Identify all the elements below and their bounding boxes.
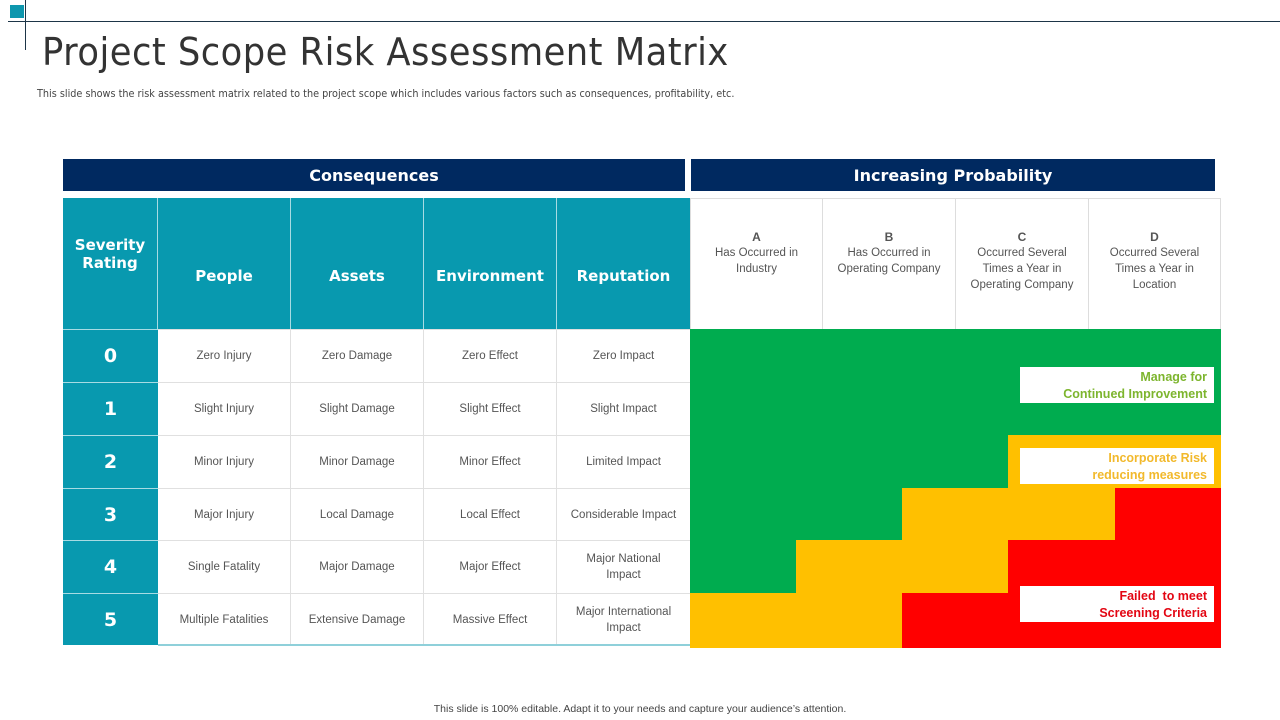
cell-people: Zero Injury bbox=[158, 329, 291, 382]
probability-letter: B bbox=[884, 230, 894, 244]
cell-people: Multiple Fatalities bbox=[158, 593, 291, 645]
cell-environment: Major Effect bbox=[424, 540, 557, 593]
header-vertical-line bbox=[25, 0, 26, 50]
cell-assets: Slight Damage bbox=[291, 382, 424, 435]
cell-environment: Zero Effect bbox=[424, 329, 557, 382]
risk-cell bbox=[690, 593, 796, 648]
probability-description: Has Occurred in Industry bbox=[714, 247, 799, 275]
cell-environment: Local Effect bbox=[424, 488, 557, 540]
probability-column-b: B Has Occurred in Operating Company bbox=[822, 198, 955, 329]
severity-rating-1: 1 bbox=[63, 382, 158, 435]
header-divider-line bbox=[8, 21, 1280, 22]
page-title: Project Scope Risk Assessment Matrix bbox=[42, 30, 729, 74]
cell-people: Single Fatality bbox=[158, 540, 291, 593]
cell-reputation: Slight Impact bbox=[557, 382, 690, 435]
risk-cell bbox=[796, 435, 902, 488]
risk-cell bbox=[690, 329, 796, 382]
severity-rating-0: 0 bbox=[63, 329, 158, 382]
risk-label-manage: Manage for Continued Improvement bbox=[1020, 367, 1214, 403]
risk-cell bbox=[902, 329, 1008, 382]
cell-assets: Major Damage bbox=[291, 540, 424, 593]
consequences-header: Consequences bbox=[63, 159, 685, 191]
cell-assets: Minor Damage bbox=[291, 435, 424, 488]
cell-reputation: Major National Impact bbox=[557, 540, 690, 593]
risk-cell bbox=[796, 593, 902, 648]
probability-column-c: C Occurred Several Times a Year in Opera… bbox=[955, 198, 1088, 329]
risk-cell bbox=[902, 540, 1008, 593]
probability-letter: C bbox=[1017, 230, 1027, 244]
cell-environment: Minor Effect bbox=[424, 435, 557, 488]
accent-square bbox=[10, 5, 24, 18]
risk-cell bbox=[902, 593, 1008, 648]
cell-environment: Slight Effect bbox=[424, 382, 557, 435]
cell-people: Slight Injury bbox=[158, 382, 291, 435]
risk-cell bbox=[1115, 540, 1221, 593]
risk-cell bbox=[796, 329, 902, 382]
risk-cell bbox=[796, 382, 902, 435]
risk-label-line: reducing measures bbox=[1092, 467, 1207, 482]
risk-cell bbox=[1008, 488, 1115, 540]
risk-label-line: Failed to meet bbox=[1119, 588, 1207, 603]
probability-letter: A bbox=[752, 230, 761, 244]
cell-reputation: Major International Impact bbox=[557, 593, 690, 645]
risk-cell bbox=[690, 488, 796, 540]
cell-reputation: Limited Impact bbox=[557, 435, 690, 488]
cell-reputation: Considerable Impact bbox=[557, 488, 690, 540]
probability-column-a: A Has Occurred in Industry bbox=[690, 198, 822, 329]
risk-cell bbox=[796, 540, 902, 593]
cell-environment: Massive Effect bbox=[424, 593, 557, 645]
risk-cell bbox=[796, 488, 902, 540]
severity-rating-3: 3 bbox=[63, 488, 158, 540]
column-header-assets: Assets bbox=[291, 198, 424, 329]
probability-description: Occurred Several Times a Year in Operati… bbox=[970, 247, 1074, 291]
probability-letter: D bbox=[1150, 230, 1159, 244]
cell-people: Major Injury bbox=[158, 488, 291, 540]
page-subtitle: This slide shows the risk assessment mat… bbox=[37, 87, 735, 100]
risk-cell bbox=[902, 435, 1008, 488]
probability-header: Increasing Probability bbox=[691, 159, 1215, 191]
probability-column-d: D Occurred Several Times a Year in Locat… bbox=[1088, 198, 1221, 329]
probability-description: Occurred Several Times a Year in Locatio… bbox=[1109, 247, 1200, 291]
cell-assets: Zero Damage bbox=[291, 329, 424, 382]
risk-cell bbox=[690, 435, 796, 488]
footer-note: This slide is 100% editable. Adapt it to… bbox=[433, 703, 847, 715]
probability-description: Has Occurred in Operating Company bbox=[837, 247, 941, 275]
risk-label-incorporate: Incorporate Risk reducing measures bbox=[1020, 448, 1214, 484]
column-header-reputation: Reputation bbox=[557, 198, 690, 329]
risk-cell bbox=[1115, 488, 1221, 540]
risk-label-line: Incorporate Risk bbox=[1108, 450, 1207, 465]
severity-rating-2: 2 bbox=[63, 435, 158, 488]
table-bottom-border bbox=[158, 644, 690, 646]
cell-reputation: Zero Impact bbox=[557, 329, 690, 382]
column-header-environment: Environment bbox=[424, 198, 557, 329]
risk-cell bbox=[690, 540, 796, 593]
cell-people: Minor Injury bbox=[158, 435, 291, 488]
severity-rating-4: 4 bbox=[63, 540, 158, 593]
risk-label-line: Manage for bbox=[1140, 369, 1207, 384]
risk-label-line: Screening Criteria bbox=[1099, 605, 1207, 620]
cell-assets: Local Damage bbox=[291, 488, 424, 540]
column-header-severity-rating: Severity Rating bbox=[63, 198, 158, 329]
risk-cell bbox=[690, 382, 796, 435]
risk-cell bbox=[1008, 540, 1115, 593]
risk-cell bbox=[902, 382, 1008, 435]
cell-assets: Extensive Damage bbox=[291, 593, 424, 645]
column-header-people: People bbox=[158, 198, 291, 329]
severity-rating-5: 5 bbox=[63, 593, 158, 645]
risk-label-failed: Failed to meet Screening Criteria bbox=[1020, 586, 1214, 622]
risk-label-line: Continued Improvement bbox=[1063, 386, 1207, 401]
risk-cell bbox=[902, 488, 1008, 540]
